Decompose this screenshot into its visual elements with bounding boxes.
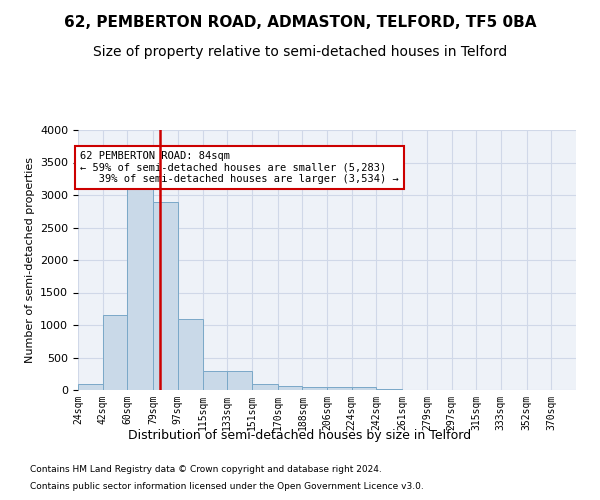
Bar [327, 387, 352, 390]
Bar [78, 384, 103, 390]
Text: Size of property relative to semi-detached houses in Telford: Size of property relative to semi-detach… [93, 45, 507, 59]
Bar [252, 384, 278, 390]
Text: 62, PEMBERTON ROAD, ADMASTON, TELFORD, TF5 0BA: 62, PEMBERTON ROAD, ADMASTON, TELFORD, T… [64, 15, 536, 30]
Bar [203, 370, 227, 390]
Text: 62 PEMBERTON ROAD: 84sqm
← 59% of semi-detached houses are smaller (5,283)
   39: 62 PEMBERTON ROAD: 84sqm ← 59% of semi-d… [80, 151, 399, 184]
Y-axis label: Number of semi-detached properties: Number of semi-detached properties [25, 157, 35, 363]
Text: Contains HM Land Registry data © Crown copyright and database right 2024.: Contains HM Land Registry data © Crown c… [30, 466, 382, 474]
Bar [178, 318, 203, 390]
Bar [127, 176, 153, 390]
Bar [278, 386, 302, 390]
Bar [302, 387, 327, 390]
Bar [227, 370, 252, 390]
Bar [352, 388, 376, 390]
Text: Distribution of semi-detached houses by size in Telford: Distribution of semi-detached houses by … [128, 428, 472, 442]
Text: Contains public sector information licensed under the Open Government Licence v3: Contains public sector information licen… [30, 482, 424, 491]
Bar [103, 316, 127, 390]
Bar [153, 202, 178, 390]
